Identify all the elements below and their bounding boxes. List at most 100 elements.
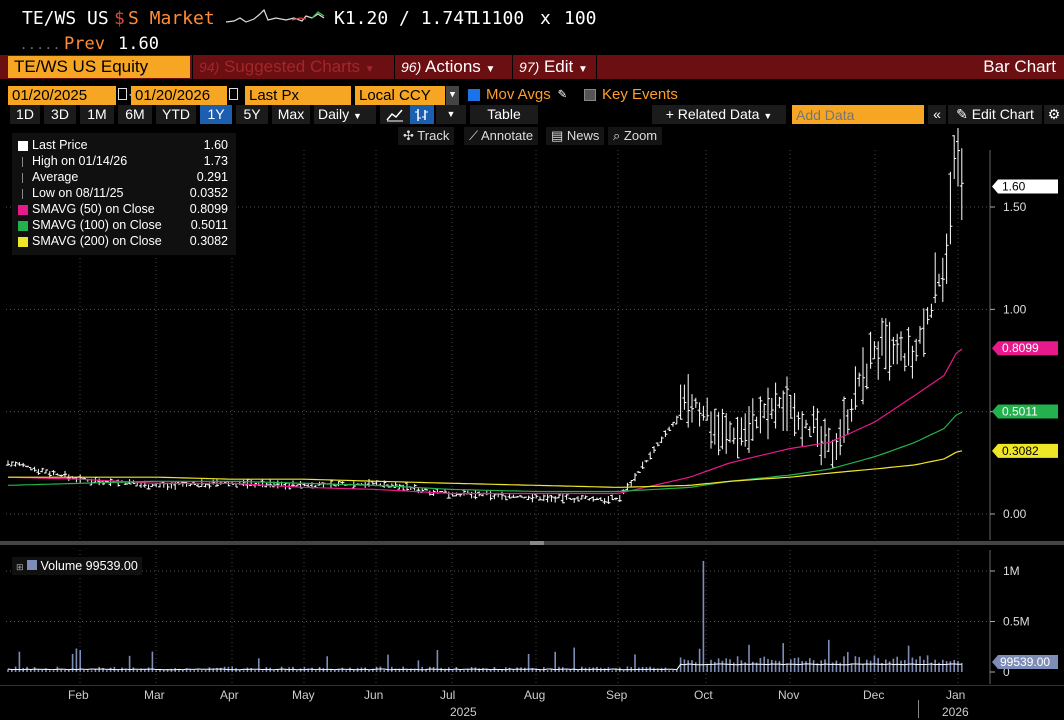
legend-value: 1.60 — [203, 138, 228, 152]
gear-icon[interactable]: ⚙ — [1044, 105, 1064, 124]
line-chart-toggle[interactable] — [380, 105, 410, 124]
month-label: Aug — [524, 688, 546, 702]
related-data-menu[interactable]: + Related Data ▼ — [652, 105, 786, 124]
sma100-tag: 0.5011 — [1002, 404, 1038, 418]
volume-legend: ⊞ Volume 99539.00 — [12, 557, 142, 575]
zoom-label: Zoom — [623, 128, 658, 143]
track-label: Track — [417, 128, 450, 143]
calendar-icon[interactable] — [118, 88, 127, 100]
volume-tick-label: 0.5M — [1003, 615, 1030, 629]
ticker-header: TE/WS US $ S Market K1.20 / 1.74T 11100 … — [0, 0, 1064, 54]
security-field[interactable]: TE/WS US Equity — [8, 56, 190, 78]
month-label: May — [292, 688, 315, 702]
chevron-down-icon: ▼ — [353, 111, 362, 121]
edit-menu[interactable]: 97) Edit ▼ — [512, 55, 596, 79]
legend-name: SMAVG (50) on Close — [32, 202, 155, 216]
prev-value: 1.60 — [118, 34, 159, 54]
month-label: Dec — [863, 688, 885, 702]
period-6m[interactable]: 6M — [118, 105, 152, 124]
chart-type-title: Bar Chart — [983, 57, 1056, 76]
expand-icon[interactable]: ⊞ — [16, 562, 24, 572]
add-data-input[interactable] — [792, 105, 924, 124]
period-1d[interactable]: 1D — [10, 105, 40, 124]
annotate-button[interactable]: ⟋ Annotate — [464, 127, 539, 145]
sma-line-50 — [7, 348, 963, 495]
month-label: Feb — [68, 688, 89, 702]
price-tick-label: 1.00 — [1003, 302, 1027, 316]
prev-dots: ..... — [20, 38, 62, 52]
last-price-tag: 1.60 — [1002, 180, 1026, 194]
key-events-label[interactable]: Key Events — [602, 86, 678, 103]
legend-name: Average — [32, 170, 79, 184]
volume-swatch — [27, 560, 38, 570]
period-5y[interactable]: 5Y — [236, 105, 268, 124]
bid-ask-price: K1.20 / 1.74T — [334, 8, 475, 29]
collapse-chevron-icon[interactable]: « — [928, 105, 946, 124]
legend-swatch — [22, 189, 32, 199]
edit-chart-label: Edit Chart — [971, 106, 1034, 122]
crosshair-icon: ✣ — [403, 128, 414, 143]
bar-chart-toggle[interactable] — [410, 105, 434, 124]
period-1m[interactable]: 1M — [80, 105, 114, 124]
month-label: Mar — [144, 688, 165, 702]
period-3d[interactable]: 3D — [44, 105, 76, 124]
sma50-tag-bg — [992, 341, 1058, 356]
toolbar-divider — [596, 55, 597, 79]
sma200-tag-bg — [992, 443, 1058, 458]
table-button[interactable]: Table — [470, 105, 538, 124]
legend-value: 1.73 — [203, 154, 228, 168]
ticker-title: TE/WS US — [22, 8, 109, 29]
actions-menu[interactable]: 96) Actions ▼ — [394, 55, 512, 79]
volume-grid — [0, 550, 1064, 686]
edit-chart-button[interactable]: ✎ Edit Chart — [948, 105, 1042, 124]
track-button[interactable]: ✣ Track — [398, 127, 455, 145]
period-ytd[interactable]: YTD — [156, 105, 196, 124]
year-divider — [918, 700, 919, 718]
pencil-icon[interactable]: ✎ — [558, 86, 567, 102]
period-max[interactable]: Max — [272, 105, 310, 124]
legend-name: SMAVG (100) on Close — [32, 218, 162, 232]
frequency-select[interactable]: Daily ▼ — [314, 105, 376, 124]
mov-avgs-checkbox[interactable] — [468, 89, 480, 101]
suggested-charts-menu[interactable]: 94) Suggested Charts ▼ — [192, 55, 394, 79]
volume-tick-label: 0 — [1003, 665, 1010, 679]
annotate-icon: ⟋ — [469, 128, 479, 143]
divider-handle[interactable] — [530, 541, 544, 545]
sma100-tag-bg — [992, 404, 1058, 419]
volume-tick-label: 1M — [1003, 564, 1020, 578]
chart-legend — [12, 133, 236, 255]
month-label: Sep — [606, 688, 628, 702]
annotate-label: Annotate — [481, 128, 534, 143]
start-date-input[interactable]: 01/20/2025 — [8, 86, 116, 105]
legend-value: 0.0352 — [189, 186, 228, 200]
legend-row: Low on 08/11/25 0.0352 — [18, 186, 228, 202]
legend-row: SMAVG (200) on Close 0.3082 — [18, 234, 228, 250]
chevron-down-icon[interactable]: ▼ — [446, 86, 459, 105]
ask-size: 100 — [564, 8, 597, 29]
news-button[interactable]: ▤ News — [546, 127, 605, 145]
prev-label: Prev — [64, 34, 105, 54]
sma50-tag: 0.8099 — [1002, 341, 1039, 355]
sma-line-200 — [8, 450, 963, 488]
volume-last-tag-bg — [992, 654, 1058, 669]
legend-swatch — [22, 173, 32, 183]
price-field-select[interactable]: Last Px — [245, 86, 351, 105]
zoom-button[interactable]: ⌕ Zoom — [608, 127, 663, 145]
end-date-input[interactable]: 01/20/2026 — [131, 86, 227, 105]
chevron-down-icon: ▼ — [446, 109, 456, 119]
currency-select[interactable]: Local CCY — [355, 86, 445, 105]
period-1y[interactable]: 1Y — [200, 105, 232, 124]
legend-row: SMAVG (50) on Close 0.8099 — [18, 202, 228, 218]
calendar-icon[interactable] — [229, 88, 238, 100]
frequency-label: Daily — [318, 106, 350, 122]
mov-avgs-label[interactable]: Mov Avgs — [486, 86, 551, 103]
legend-row: High on 01/14/26 1.73 — [18, 154, 228, 170]
key-events-checkbox[interactable] — [584, 89, 596, 101]
month-label: Apr — [220, 688, 239, 702]
suggested-label: Suggested Charts — [223, 57, 361, 76]
legend-row: SMAVG (100) on Close 0.5011 — [18, 218, 228, 234]
news-label: News — [566, 128, 600, 143]
chart-type-dropdown[interactable]: ▼ — [436, 105, 466, 124]
